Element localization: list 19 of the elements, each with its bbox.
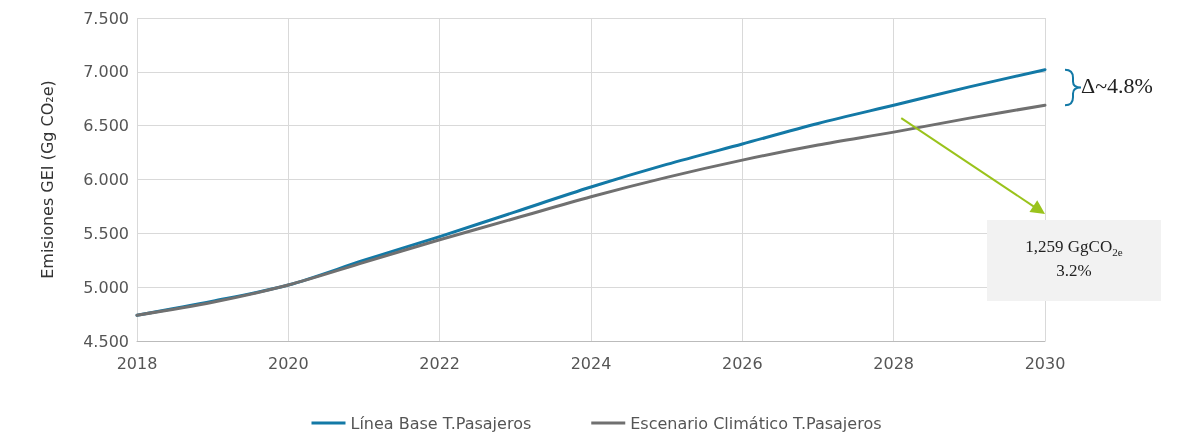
y-tick-label: 5.500 [83,223,129,243]
legend-label: Escenario Climático T.Pasajeros [630,413,882,433]
x-tick-label: 2020 [267,353,309,373]
x-tick-label: 2026 [721,353,763,373]
x-tick-label: 2022 [419,353,461,373]
x-tick-label: 2028 [873,353,915,373]
y-axis-title: Emisiones GEI (Gg CO₂e) [37,80,57,279]
note-box: 1,259 GgCO$_{2e}$ 3.2% [987,220,1161,301]
y-tick-label: 6.000 [83,170,129,189]
y-tick-label: 4.500 [83,331,129,351]
y-tick-label: 7.500 [83,8,129,28]
x-tick-label: 2024 [570,353,612,373]
y-tick-label: 5.000 [83,277,129,297]
y-tick-label: 6.500 [83,116,129,136]
y-tick-label: 7.000 [83,62,129,82]
text: Δ~4.8% [1081,73,1153,100]
legend-label: Línea Base T.Pasajeros [350,413,532,433]
x-tick-label: 2018 [116,353,158,373]
x-tick-label: 2030 [1024,353,1066,373]
